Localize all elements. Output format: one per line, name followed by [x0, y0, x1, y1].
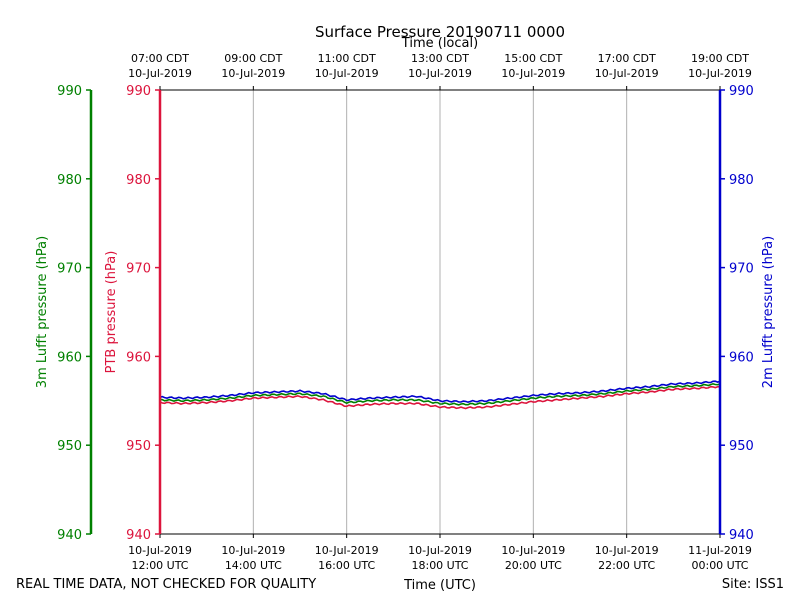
x-tick-label-bottom-date-5: 10-Jul-2019 [595, 544, 659, 557]
lufft2m-tick-label-1: 950 [729, 439, 754, 454]
lufft3m-tick-label-3: 970 [57, 262, 82, 277]
x-tick-label-bottom-time-5: 22:00 UTC [598, 559, 655, 572]
lufft2m-axis-label: 2m Lufft pressure (hPa) [761, 236, 776, 388]
vertical-gridlines [252, 90, 628, 534]
ptb-axis-label: PTB pressure (hPa) [104, 251, 119, 374]
x-tick-label-bottom-time-0: 12:00 UTC [131, 559, 188, 572]
lufft3m-tick-label-1: 950 [57, 439, 82, 454]
x-tick-label-top-date-2: 10-Jul-2019 [315, 67, 379, 80]
x-tick-label-bottom-time-3: 18:00 UTC [411, 559, 468, 572]
ptb-tick-label-3: 970 [126, 262, 151, 277]
x-tick-label-bottom-time-6: 00:00 UTC [691, 559, 748, 572]
x-tick-label-bottom-date-6: 11-Jul-2019 [688, 544, 752, 557]
x-tick-label-bottom-time-1: 14:00 UTC [225, 559, 282, 572]
lufft2m-tick-label-2: 960 [729, 350, 754, 365]
x-tick-label-bottom-date-3: 10-Jul-2019 [408, 544, 472, 557]
x-tick-label-bottom-date-2: 10-Jul-2019 [315, 544, 379, 557]
x-tick-label-top-date-0: 10-Jul-2019 [128, 67, 192, 80]
ptb-tick-label-1: 950 [126, 439, 151, 454]
site-label: Site: ISS1 [722, 577, 784, 592]
ptb-tick-label-4: 980 [126, 173, 151, 188]
ptb-tick-label-2: 960 [126, 350, 151, 365]
top-axis-label: Time (local) [401, 36, 478, 51]
axes: 10-Jul-2019 12:00 UTC 10-Jul-2019 14:00 UTC… [35, 52, 776, 572]
x-tick-label-top-date-5: 10-Jul-2019 [595, 67, 659, 80]
x-tick-label-bottom-date-0: 10-Jul-2019 [128, 544, 192, 557]
lufft3m-tick-label-2: 960 [57, 350, 82, 365]
ptb-tick-label-5: 990 [126, 84, 151, 99]
x-tick-label-top-date-6: 10-Jul-2019 [688, 67, 752, 80]
quality-disclaimer: REAL TIME DATA, NOT CHECKED FOR QUALITY [16, 577, 316, 592]
x-tick-label-top-time-0: 07:00 CDT [131, 52, 189, 65]
lufft3m-tick-label-5: 990 [57, 84, 82, 99]
x-tick-label-bottom-time-2: 16:00 UTC [318, 559, 375, 572]
lufft2m-tick-label-0: 940 [729, 528, 754, 543]
x-tick-label-top-time-6: 19:00 CDT [691, 52, 749, 65]
x-tick-label-top-time-5: 17:00 CDT [598, 52, 656, 65]
x-tick-label-top-date-1: 10-Jul-2019 [221, 67, 285, 80]
x-tick-label-top-time-3: 13:00 CDT [411, 52, 469, 65]
series-line-lufft2m [159, 380, 721, 404]
x-tick-label-bottom-time-4: 20:00 UTC [505, 559, 562, 572]
ptb-tick-label-0: 940 [126, 528, 151, 543]
series-lines [159, 380, 721, 410]
lufft2m-tick-label-3: 970 [729, 262, 754, 277]
x-tick-label-top-date-3: 10-Jul-2019 [408, 67, 472, 80]
bottom-axis-label: Time (UTC) [403, 578, 476, 593]
series-line-ptb [159, 385, 721, 410]
series-line-lufft3m [159, 382, 721, 406]
lufft3m-tick-label-0: 940 [57, 528, 82, 543]
lufft3m-tick-label-4: 980 [57, 173, 82, 188]
x-tick-label-top-time-4: 15:00 CDT [504, 52, 562, 65]
lufft3m-axis-label: 3m Lufft pressure (hPa) [35, 236, 50, 388]
chart-title: Surface Pressure 20190711 0000 [315, 23, 565, 41]
x-tick-label-top-date-4: 10-Jul-2019 [501, 67, 565, 80]
x-tick-label-bottom-date-1: 10-Jul-2019 [221, 544, 285, 557]
lufft2m-tick-label-4: 980 [729, 173, 754, 188]
lufft2m-tick-label-5: 990 [729, 84, 754, 99]
x-tick-label-top-time-1: 09:00 CDT [224, 52, 282, 65]
x-tick-label-top-time-2: 11:00 CDT [318, 52, 376, 65]
x-tick-label-bottom-date-4: 10-Jul-2019 [501, 544, 565, 557]
